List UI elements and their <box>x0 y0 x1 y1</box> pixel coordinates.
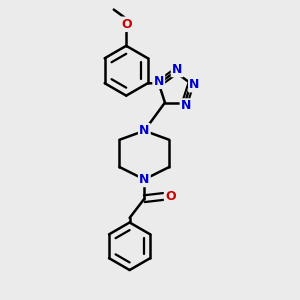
Text: N: N <box>172 63 182 76</box>
Text: N: N <box>181 100 191 112</box>
Text: O: O <box>121 18 131 31</box>
Text: N: N <box>139 173 149 186</box>
Text: N: N <box>154 75 164 88</box>
Text: O: O <box>165 190 176 203</box>
Text: N: N <box>139 124 149 137</box>
Text: N: N <box>189 78 200 91</box>
